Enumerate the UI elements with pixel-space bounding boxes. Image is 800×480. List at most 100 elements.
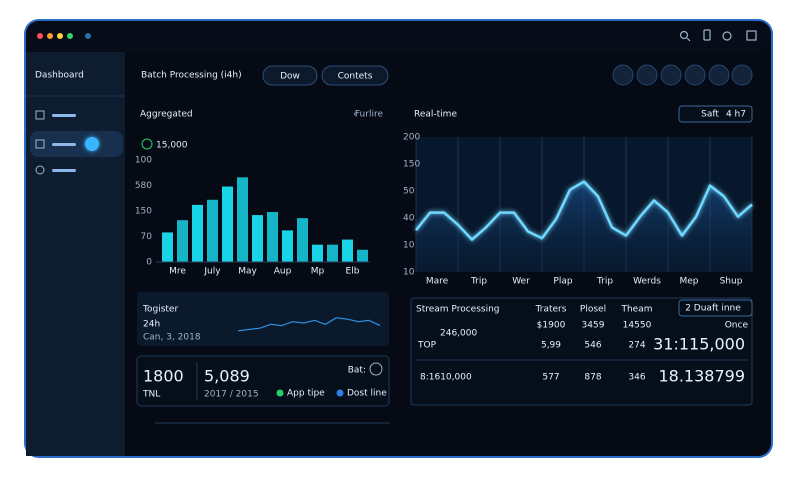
card-label: Togister <box>142 305 178 315</box>
x-tick-label: Werds <box>633 277 661 287</box>
button[interactable] <box>262 65 318 86</box>
card <box>137 292 389 346</box>
column-header: Traters <box>535 305 567 315</box>
top-icons[interactable] <box>679 29 757 42</box>
x-tick-label: Mp <box>311 267 325 277</box>
title-bar <box>26 21 771 52</box>
legend-swatch <box>276 389 284 397</box>
legend-swatch <box>336 389 344 397</box>
badge: Bat: <box>348 366 366 376</box>
y-tick-label: 40 <box>403 214 415 224</box>
bar <box>297 218 308 262</box>
x-tick-label: Elb <box>346 267 360 277</box>
sidebar-title: Dashboard <box>35 71 84 81</box>
bar <box>192 204 203 262</box>
panel-link[interactable]: Furlire <box>355 110 384 120</box>
y-tick-label: 50 <box>403 187 415 197</box>
chevron: ‹ <box>353 110 357 120</box>
cell: $1900 <box>537 321 566 331</box>
header-title: Batch Processing (i4h) <box>141 71 242 81</box>
x-tick-label: Mare <box>426 277 449 287</box>
card-value: 24h <box>143 320 160 330</box>
toolbar[interactable] <box>612 64 753 86</box>
bar <box>177 220 188 262</box>
area <box>416 181 752 272</box>
y-tick-label: 150 <box>403 160 420 170</box>
line <box>237 317 381 332</box>
cell: 346 <box>628 373 645 383</box>
sidebar-nav[interactable] <box>30 110 123 175</box>
column-header: Plosel <box>580 305 606 315</box>
bar <box>207 199 218 262</box>
check-icon[interactable] <box>369 362 383 376</box>
legend-label: Dost line <box>347 389 387 399</box>
cell: 878 <box>584 373 601 383</box>
cell: 5,99 <box>541 341 561 351</box>
bar <box>342 239 353 262</box>
y-tick-label: 200 <box>403 133 420 143</box>
stat-value: 5,089 <box>204 367 250 386</box>
table-title: Stream Processing <box>416 305 499 315</box>
dropdown-label: 4 h7 <box>726 110 746 120</box>
cell: 546 <box>584 341 601 351</box>
table <box>410 297 753 406</box>
row-total: 31:115,000 <box>653 335 745 354</box>
cell: 274 <box>628 341 645 351</box>
window-dots <box>37 33 91 39</box>
y-tick-label: 100 <box>135 156 152 166</box>
total-icon <box>141 138 153 150</box>
card-date: Can, 3, 2018 <box>143 333 201 343</box>
panel-title: Aggregated <box>140 110 193 120</box>
bar <box>252 215 263 262</box>
cell: 3459 <box>582 321 605 331</box>
card <box>136 355 390 407</box>
row-total: 18.138799 <box>658 367 745 386</box>
cell: 577 <box>542 373 559 383</box>
bar <box>357 249 368 262</box>
button-label: Contets <box>338 72 373 82</box>
x-tick-label: Trip <box>470 277 487 287</box>
x-tick-label: Trip <box>596 277 613 287</box>
x-tick-label: Mre <box>169 267 186 277</box>
panel-title: Real-time <box>414 110 457 120</box>
dropdown[interactable] <box>678 105 753 123</box>
x-tick-label: May <box>238 267 257 277</box>
bar <box>267 212 278 262</box>
button-label: Dow <box>280 72 300 82</box>
sidebar <box>26 52 125 456</box>
table-note: Once <box>725 321 749 331</box>
bar <box>222 186 233 262</box>
row-main: 8:1610,000 <box>420 373 472 383</box>
x-tick-label: Mep <box>679 277 698 287</box>
x-tick-label: Plap <box>553 277 572 287</box>
bar <box>282 230 293 262</box>
row-label: TOP <box>417 341 437 351</box>
x-tick-label: Wer <box>512 277 530 287</box>
y-tick-label: 150 <box>135 207 152 217</box>
dropdown[interactable] <box>678 299 753 317</box>
bar <box>162 232 173 262</box>
bar <box>237 177 248 262</box>
dropdown-label: Saft <box>701 110 719 120</box>
y-tick-label: 70 <box>141 232 153 242</box>
legend-label: App tipe <box>287 389 325 399</box>
x-tick-label: Shup <box>720 277 743 287</box>
bar <box>327 244 338 262</box>
cell: 14550 <box>623 321 652 331</box>
y-tick-label: 10 <box>403 241 415 251</box>
stat-label: 2017 / 2015 <box>204 390 259 400</box>
column-header: Theam <box>620 305 652 315</box>
line <box>415 180 753 241</box>
button[interactable] <box>321 65 389 86</box>
x-tick-label: Aup <box>274 267 292 277</box>
bar <box>312 244 323 262</box>
stat-label: TNL <box>142 390 160 400</box>
x-tick-label: July <box>203 267 221 277</box>
y-tick-label: 580 <box>135 181 152 191</box>
total: 15,000 <box>156 141 188 151</box>
row-main: 246,000 <box>440 329 477 339</box>
y-tick-label: 0 <box>146 258 152 268</box>
dropdown-label: 2 Duaft inne <box>685 304 741 314</box>
y-tick-label: 10 <box>403 268 415 278</box>
